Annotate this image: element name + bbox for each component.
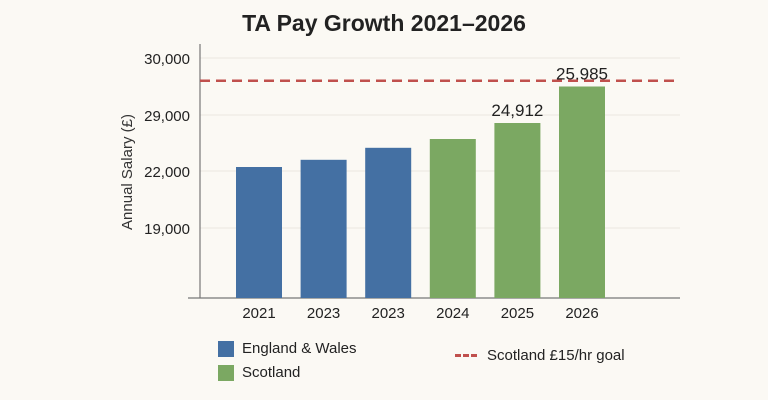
x-tick-label: 2021 <box>242 305 275 322</box>
y-axis-label: Annual Salary (£) <box>119 114 136 230</box>
data-label: 25,985 <box>556 65 608 84</box>
x-tick-label: 2024 <box>436 305 469 322</box>
bar-2023 <box>365 147 412 298</box>
bar-2021 <box>236 167 282 298</box>
legend-swatch-green <box>218 364 234 381</box>
legend-swatch-blue <box>218 340 234 357</box>
legend-dash-line <box>455 354 477 357</box>
legend-label: Scotland <box>242 364 301 381</box>
y-tick-label: 29,000 <box>144 108 190 125</box>
data-label: 24,912 <box>491 101 543 120</box>
x-tick-label: 2023 <box>372 305 405 322</box>
bar-2026 <box>559 86 605 298</box>
bar-2024 <box>429 139 476 298</box>
legend-item-england-wales: England & Wales <box>218 340 357 357</box>
legend-label: Scotland £15/hr goal <box>487 347 625 364</box>
legend-item-scotland: Scotland <box>218 364 300 381</box>
legend-item-goal: Scotland £15/hr goal <box>455 347 625 364</box>
bar-2025 <box>494 123 541 298</box>
y-tick-label: 30,000 <box>144 51 190 68</box>
y-tick-label: 22,000 <box>144 164 190 181</box>
x-tick-label: 2026 <box>565 305 598 322</box>
chart-title: TA Pay Growth 2021–2026 <box>242 10 526 36</box>
legend-label: England & Wales <box>242 340 357 357</box>
bar-2023 <box>300 159 347 298</box>
x-tick-label: 2023 <box>307 305 340 322</box>
x-tick-label: 2025 <box>501 305 534 322</box>
y-tick-label: 19,000 <box>144 221 190 238</box>
